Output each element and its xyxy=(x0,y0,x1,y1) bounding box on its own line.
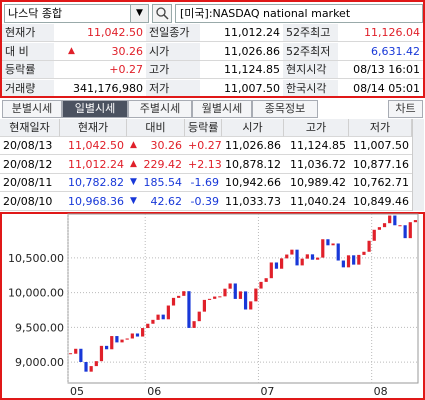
quote-label: 대 비 xyxy=(2,42,54,61)
quote-value: 11,124.85 xyxy=(200,61,283,79)
table-cell: 10,989.42 xyxy=(284,174,349,192)
tab[interactable]: 일별시세 xyxy=(62,100,128,118)
quote-label: 전일종가 xyxy=(146,24,200,42)
column-header: 등락률 xyxy=(185,119,222,137)
quote-value: 11,126.04 xyxy=(338,24,423,42)
quote-value: 11,026.86 xyxy=(200,43,283,61)
table-cell: 11,042.50 xyxy=(60,137,127,155)
quote-panel: 나스닥 종합 ▼ [미국]:NASDAQ national market 현재가… xyxy=(0,0,425,98)
quote-value: 11,012.24 xyxy=(200,24,283,42)
column-header: 대비 xyxy=(127,119,185,137)
market-select[interactable]: 나스닥 종합 ▼ xyxy=(4,4,149,23)
table-cell: 10,877.16 xyxy=(349,156,412,174)
direction-arrow: ▼ xyxy=(130,195,137,206)
quote-value: +0.27 xyxy=(54,61,146,79)
market-name: 나스닥 종합 xyxy=(8,7,63,20)
exchange-field: [미국]:NASDAQ national market xyxy=(175,4,423,23)
change-arrow: ▲ xyxy=(68,45,75,56)
table-cell: 185.54 xyxy=(127,174,185,192)
direction-arrow: ▲ xyxy=(130,140,137,150)
table-cell: 11,040.24 xyxy=(284,193,349,211)
quote-value: 11,007.50 xyxy=(200,80,283,97)
column-header: 현재일자 xyxy=(0,119,60,137)
quote-label: 등락률 xyxy=(2,61,54,79)
table-cell: 10,762.71 xyxy=(349,174,412,192)
table-cell: +2.13 xyxy=(185,156,222,174)
table-cell: 30.26 xyxy=(127,137,185,155)
table-cell: 11,007.50 xyxy=(349,137,412,155)
direction-arrow: ▲ xyxy=(130,158,137,169)
table-cell: -1.69 xyxy=(185,174,222,192)
table-cell: 42.62 xyxy=(127,193,185,211)
table-cell: 10,782.82 xyxy=(60,174,127,192)
table-cell: 11,012.24 xyxy=(60,156,127,174)
table-cell: 10,878.12 xyxy=(222,156,284,174)
table-cell: 11,026.86 xyxy=(222,137,284,155)
table-cell: 20/08/12 xyxy=(0,156,60,174)
table-cell: 20/08/13 xyxy=(0,137,60,155)
search-icon xyxy=(156,7,169,20)
chart-panel xyxy=(0,212,425,400)
dropdown-arrow[interactable]: ▼ xyxy=(130,5,148,22)
quote-label: 한국시각 xyxy=(283,79,338,96)
search-button[interactable] xyxy=(152,4,172,23)
quote-label: 거래량 xyxy=(2,79,54,96)
tab[interactable]: 분별시세 xyxy=(2,100,62,118)
tab[interactable]: 주별시세 xyxy=(128,100,192,118)
column-header: 현재가 xyxy=(60,119,127,137)
scrollbar xyxy=(412,119,424,211)
quote-value: 08/13 16:01 xyxy=(338,61,423,79)
quote-value: 11,042.50 xyxy=(54,24,146,42)
table-cell: 10,849.46 xyxy=(349,193,412,211)
direction-arrow: ▼ xyxy=(130,177,137,187)
table-cell: 11,124.85 xyxy=(284,137,349,155)
table-cell: 229.42 xyxy=(127,156,185,174)
quote-label: 현재가 xyxy=(2,24,54,42)
quote-value: 08/14 05:01 xyxy=(338,80,423,97)
tab[interactable]: 월별시세 xyxy=(192,100,252,118)
table-cell: 11,033.73 xyxy=(222,193,284,211)
column-header: 저가 xyxy=(349,119,412,137)
table-cell: 20/08/11 xyxy=(0,174,60,192)
quote-label: 52주최고 xyxy=(283,24,338,42)
chart-button[interactable]: 차트 xyxy=(388,100,423,118)
column-header: 고가 xyxy=(284,119,349,137)
table-cell: 10,942.66 xyxy=(222,174,284,192)
quote-value: 30.26 xyxy=(54,43,146,61)
quote-label: 저가 xyxy=(146,79,200,96)
table-cell: 20/08/10 xyxy=(0,193,60,211)
column-header: 시가 xyxy=(222,119,284,137)
quote-label: 현지시각 xyxy=(283,61,338,79)
quote-label: 시가 xyxy=(146,42,200,61)
table-cell: -0.39 xyxy=(185,193,222,211)
quote-value: 341,176,980 xyxy=(54,80,146,97)
tab[interactable]: 종목정보 xyxy=(252,100,318,118)
quote-label: 52주최저 xyxy=(283,42,338,61)
table-cell: 11,036.72 xyxy=(284,156,349,174)
table-cell: 10,968.36 xyxy=(60,193,127,211)
table-cell: +0.27 xyxy=(185,137,222,155)
quote-value: 6,631.42 xyxy=(338,43,423,61)
quote-label: 고가 xyxy=(146,61,200,79)
